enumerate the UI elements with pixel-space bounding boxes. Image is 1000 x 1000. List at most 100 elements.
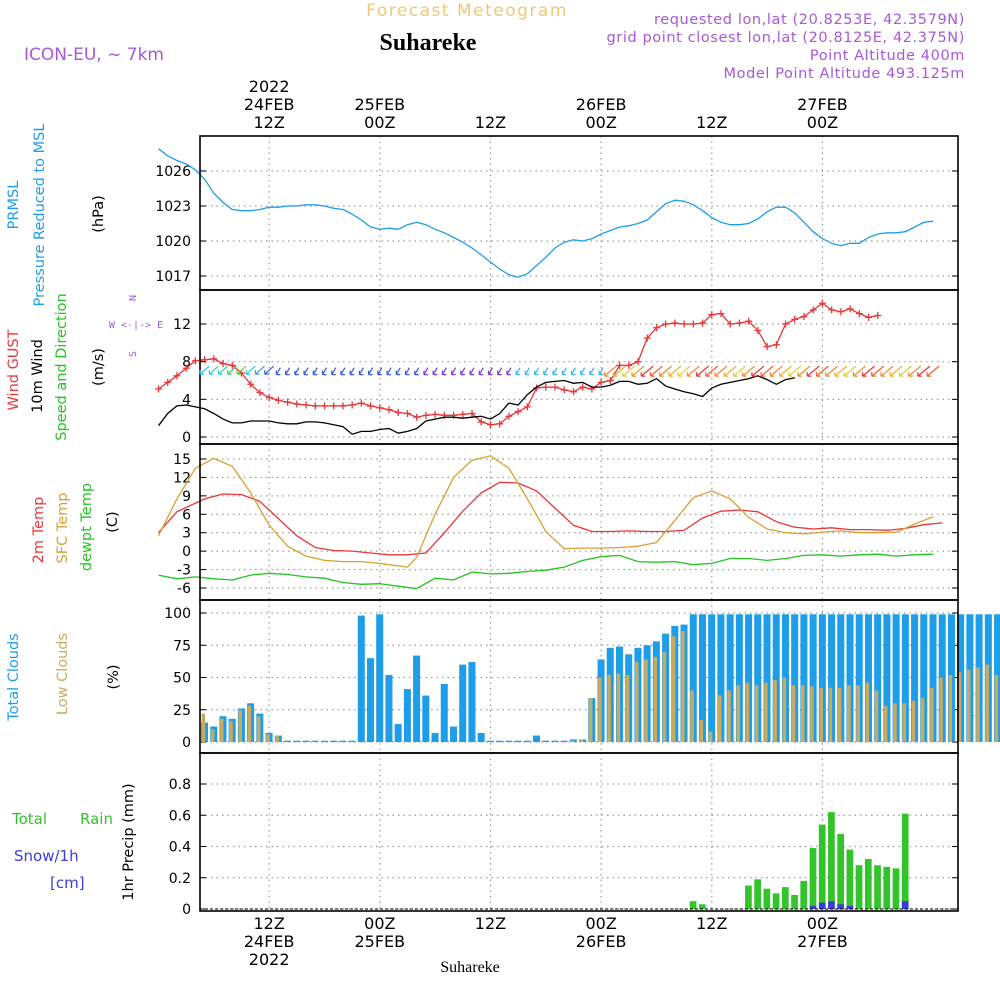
- total-cloud-bar: [929, 614, 937, 742]
- total-cloud-bar: [828, 614, 836, 742]
- wind-direction-arrow: [227, 365, 238, 375]
- rain-bar: [791, 894, 798, 909]
- gust-marker: [514, 408, 522, 416]
- precip-panel: 0 0.2 0.4 0.6 0.8: [169, 752, 959, 918]
- wind-direction-arrow: [695, 365, 709, 377]
- wind-direction-arrow: [506, 367, 512, 376]
- time-axis-label: 27FEB: [797, 95, 848, 114]
- compass-n: N: [128, 295, 139, 301]
- total-cloud-bar: [302, 740, 310, 742]
- rain-bar: [809, 848, 817, 909]
- clouds-panel: 0 25 50 75 100: [164, 599, 1000, 754]
- low-clouds-label: Low Clouds: [55, 633, 71, 715]
- prmsl-label: PRMSL: [6, 181, 22, 230]
- wind-direction-arrow: [908, 365, 922, 377]
- total-cloud-bar: [330, 740, 338, 742]
- low-cloud-bar: [800, 685, 805, 742]
- rain-bar: [698, 904, 706, 909]
- gust-marker: [357, 399, 365, 407]
- low-cloud-bar: [598, 677, 602, 742]
- low-cloud-bar: [847, 685, 851, 742]
- wind-direction-arrow: [386, 367, 392, 376]
- temperature-frame: [199, 443, 959, 601]
- low-cloud-bar: [662, 651, 667, 742]
- total-cloud-bar: [283, 740, 292, 742]
- low-cloud-bar: [994, 674, 999, 742]
- wind-direction-arrow: [423, 367, 429, 376]
- y-tick-label: -3: [177, 563, 191, 579]
- sfc-temp-line: [157, 455, 934, 568]
- y-tick-label: 12: [173, 470, 191, 486]
- sfc-label: SFC Temp: [55, 493, 71, 564]
- gust-marker: [560, 386, 568, 394]
- low-cloud-bar: [210, 729, 215, 742]
- chart-title: Forecast Meteogram: [366, 1, 568, 21]
- gust-marker: [201, 356, 209, 364]
- wind-direction-arrow: [404, 367, 411, 376]
- gust-marker: [616, 361, 624, 369]
- model-altitude: Model Point Altitude 493.125m: [723, 66, 965, 82]
- gust-marker: [376, 404, 384, 412]
- gust-marker: [680, 320, 688, 328]
- total-cloud-bar: [892, 614, 900, 742]
- total-cloud-bar: [763, 614, 771, 742]
- hpa-label: (hPa): [91, 195, 107, 232]
- gust-marker: [662, 320, 670, 328]
- gust-marker: [772, 341, 780, 349]
- low-cloud-bar: [229, 721, 233, 742]
- wind-direction-arrow: [377, 367, 383, 376]
- total-cloud-bar: [800, 614, 808, 742]
- 2m-temp-line: [158, 481, 943, 556]
- gust-marker: [542, 383, 550, 391]
- wind-direction-arrow: [254, 365, 265, 375]
- wind-direction-arrow: [714, 365, 728, 377]
- time-axis-label: 12Z: [696, 914, 727, 933]
- y-tick-label: 0.4: [169, 840, 191, 856]
- total-cloud-bar: [874, 614, 882, 742]
- wind-direction-arrow: [742, 365, 756, 377]
- low-cloud-bar: [256, 716, 261, 742]
- low-cloud-bar: [588, 698, 593, 742]
- y-tick-label: 1017: [155, 269, 191, 285]
- y-tick-label: 0: [182, 430, 191, 446]
- low-cloud-bar: [930, 687, 934, 742]
- total-cloud-bar: [837, 614, 845, 742]
- time-axis-label: 27FEB: [797, 932, 848, 951]
- y-tick-label: 25: [173, 703, 191, 719]
- gust-marker: [846, 305, 854, 313]
- wind-arrows: [199, 365, 940, 377]
- y-tick-label: 1020: [155, 234, 191, 250]
- gust-marker: [634, 358, 642, 366]
- gust-marker: [422, 411, 430, 419]
- low-cloud-bar: [920, 698, 925, 742]
- wind-direction-arrow: [460, 367, 466, 376]
- rain-bar: [745, 885, 752, 909]
- rain-bar: [855, 865, 863, 909]
- low-cloud-bar: [791, 685, 796, 742]
- total-cloud-bar: [689, 614, 697, 742]
- gust-marker: [403, 409, 411, 417]
- time-axis-label: 12Z: [475, 914, 506, 933]
- wind-direction-arrow: [395, 367, 401, 376]
- gust-marker: [468, 409, 476, 417]
- wind-direction-arrow: [926, 365, 940, 377]
- wind-direction-arrow: [217, 365, 228, 375]
- wind-direction-arrow: [543, 367, 549, 376]
- wind-direction-arrow: [245, 365, 256, 375]
- wind-direction-arrow: [340, 367, 346, 376]
- clouds-frame: [199, 599, 959, 754]
- gust-marker: [689, 320, 697, 328]
- rain-bar: [883, 866, 891, 909]
- gust-marker: [320, 402, 328, 410]
- gust-marker: [606, 377, 614, 384]
- cm-label: [cm]: [50, 874, 85, 892]
- gust-marker: [182, 364, 190, 372]
- total-cloud-bar: [911, 614, 919, 742]
- wind-direction-arrow: [788, 365, 802, 377]
- gust-marker: [394, 409, 402, 417]
- y-tick-label: 0: [182, 544, 191, 560]
- low-cloud-bar: [653, 656, 657, 742]
- low-cloud-bar: [681, 631, 685, 742]
- total-cloud-bar: [855, 614, 863, 742]
- total-cloud-bar: [413, 655, 421, 742]
